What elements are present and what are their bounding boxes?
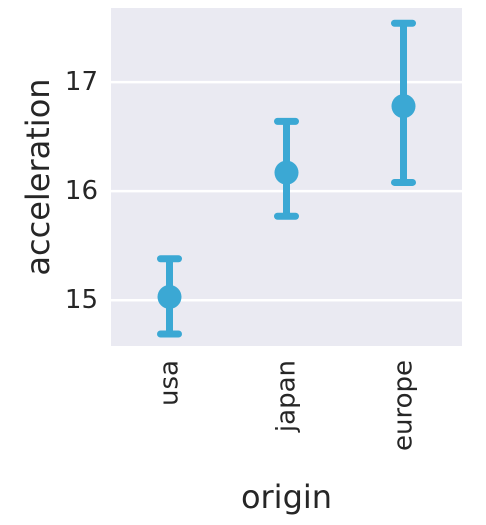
y-tick-label: 17 [65, 67, 98, 97]
y-tick-label: 15 [65, 285, 98, 315]
data-point [391, 94, 416, 119]
y-tick-label: 16 [65, 176, 98, 206]
x-tick-labels: usa japan europe [155, 360, 419, 451]
y-tick-labels: 15 16 17 [65, 67, 98, 315]
data-point [274, 160, 299, 185]
x-tick-label: japan [272, 360, 302, 433]
x-tick-label: usa [155, 360, 185, 406]
y-axis-title: acceleration [19, 78, 57, 275]
x-tick-label: europe [389, 360, 419, 451]
data-point [157, 284, 182, 309]
x-axis-title: origin [241, 478, 332, 516]
series-points [157, 19, 416, 338]
